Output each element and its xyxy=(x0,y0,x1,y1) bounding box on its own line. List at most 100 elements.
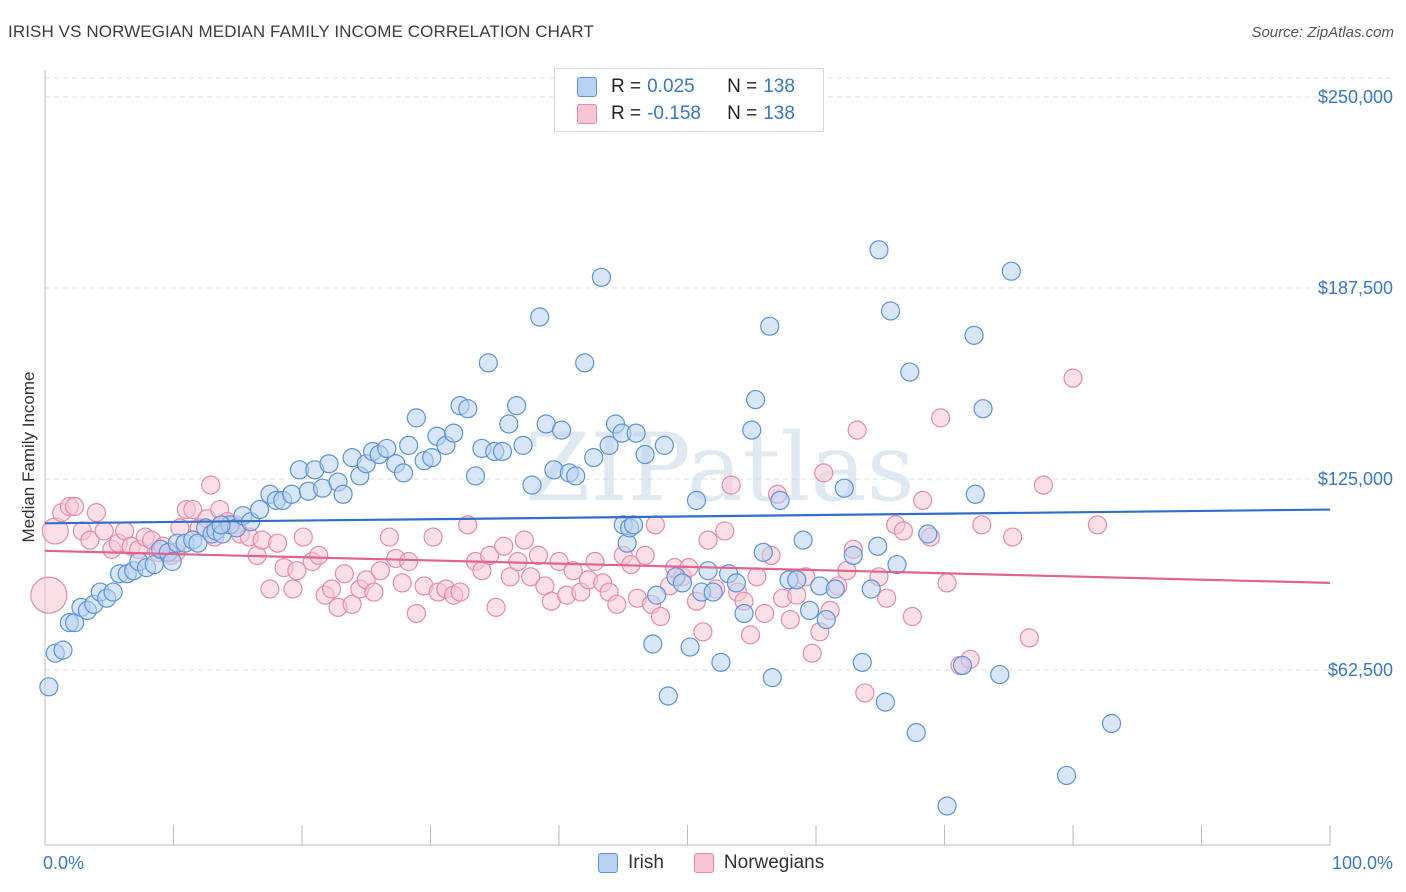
norwegians-point xyxy=(260,579,280,599)
irish-point xyxy=(952,655,973,676)
norwegians-point xyxy=(450,582,470,602)
irish-point xyxy=(760,316,780,336)
irish-point xyxy=(964,325,984,345)
irish-point xyxy=(393,463,414,483)
irish-point xyxy=(406,408,426,428)
norwegians-trend-line xyxy=(44,549,1331,585)
norwegians-point xyxy=(528,545,549,566)
irish-point xyxy=(734,603,754,624)
irish-point xyxy=(544,460,564,480)
irish-point xyxy=(575,353,595,373)
irish-point xyxy=(458,399,478,419)
irish-point xyxy=(787,570,807,590)
norwegians-point xyxy=(521,567,541,587)
irish-point xyxy=(566,466,586,486)
norwegians-point xyxy=(309,545,329,566)
chart-title: IRISH VS NORWEGIAN MEDIAN FAMILY INCOME … xyxy=(8,22,594,41)
irish-point xyxy=(658,686,678,706)
irish-trend-line xyxy=(44,508,1331,525)
norwegians-point xyxy=(1087,515,1108,535)
norwegians-point xyxy=(321,579,342,599)
norwegians-point xyxy=(549,551,569,572)
norwegians-point xyxy=(480,545,500,566)
y-tick-label: $62,500 xyxy=(1328,660,1393,680)
irish-point xyxy=(623,515,644,535)
irish-point xyxy=(770,490,790,510)
legend-n-label: N = xyxy=(727,103,758,124)
norwegians-point xyxy=(514,530,534,550)
irish-point xyxy=(834,478,854,498)
irish-point xyxy=(188,533,208,553)
irish-point xyxy=(591,267,612,287)
norwegians-point xyxy=(486,597,506,617)
irish-point xyxy=(869,240,889,260)
x-tick-labels: 0.0% 100.0% xyxy=(43,853,1393,873)
irish-point xyxy=(672,573,692,593)
norwegians-point xyxy=(721,475,741,495)
irish-point xyxy=(880,301,901,321)
irish-point xyxy=(506,396,527,416)
norwegians-point xyxy=(458,515,478,535)
norwegians-point xyxy=(937,573,957,593)
legend-n-value: 138 xyxy=(763,76,795,97)
irish-point xyxy=(635,444,655,465)
legend-swatch-irish xyxy=(598,853,618,873)
trend-lines xyxy=(44,508,1331,585)
norwegians-point xyxy=(494,536,514,556)
norwegians-point xyxy=(379,527,399,547)
legend-swatch-irish xyxy=(577,77,597,97)
norwegians-point xyxy=(64,496,85,517)
legend-row-irish: R = 0.025 N = 138 xyxy=(577,74,795,100)
norwegians-point xyxy=(972,515,992,535)
irish-point xyxy=(1001,261,1021,281)
legend-row-norwegians: R = -0.158 N = 138 xyxy=(577,101,795,127)
norwegians-point xyxy=(183,499,203,520)
norwegians-point xyxy=(747,567,767,587)
norwegians-point xyxy=(293,527,313,547)
legend-label-norwegians: Norwegians xyxy=(723,852,825,873)
irish-point xyxy=(530,307,550,327)
norwegians-point xyxy=(931,408,951,428)
irish-point xyxy=(377,438,397,459)
norwegians-point xyxy=(364,582,384,602)
irish-point xyxy=(852,652,872,672)
norwegians-point xyxy=(650,606,671,627)
norwegians-point xyxy=(392,573,412,593)
norwegians-point xyxy=(877,588,897,608)
norwegians-point xyxy=(370,561,390,581)
irish-point xyxy=(513,435,533,455)
norwegians-point xyxy=(334,564,355,584)
irish-point xyxy=(643,634,663,654)
irish-point xyxy=(1101,713,1122,734)
irish-point xyxy=(422,448,442,468)
irish-point xyxy=(868,536,888,556)
legend-n-label: N = xyxy=(727,76,758,97)
norwegians-point xyxy=(780,609,800,630)
norwegians-point xyxy=(80,530,100,550)
chart-source: Source: ZipAtlas.com xyxy=(1251,24,1394,41)
norwegians-point xyxy=(287,561,307,581)
irish-point xyxy=(703,582,723,602)
norwegians-point xyxy=(86,503,107,523)
irish-point xyxy=(584,448,604,468)
y-axis-label: Median Family Income xyxy=(19,371,38,542)
norwegians-point xyxy=(754,603,775,624)
legend-item-norwegians: Norwegians xyxy=(693,852,825,874)
norwegians-point xyxy=(406,603,426,624)
irish-point xyxy=(861,579,881,599)
irish-point xyxy=(53,640,73,660)
norwegians-point xyxy=(645,515,665,535)
irish-point xyxy=(793,530,813,550)
irish-point xyxy=(522,475,542,495)
norwegians-point xyxy=(252,530,272,550)
irish-point xyxy=(333,484,353,504)
x-tick-label: 0.0% xyxy=(43,853,84,873)
norwegians-point xyxy=(267,533,288,553)
norwegians-point xyxy=(283,579,303,599)
irish-point xyxy=(799,600,820,621)
irish-point xyxy=(492,441,513,462)
irish-point xyxy=(711,652,731,672)
irish-point xyxy=(816,609,836,630)
irish-point xyxy=(937,796,957,816)
norwegians-point xyxy=(1033,475,1054,495)
